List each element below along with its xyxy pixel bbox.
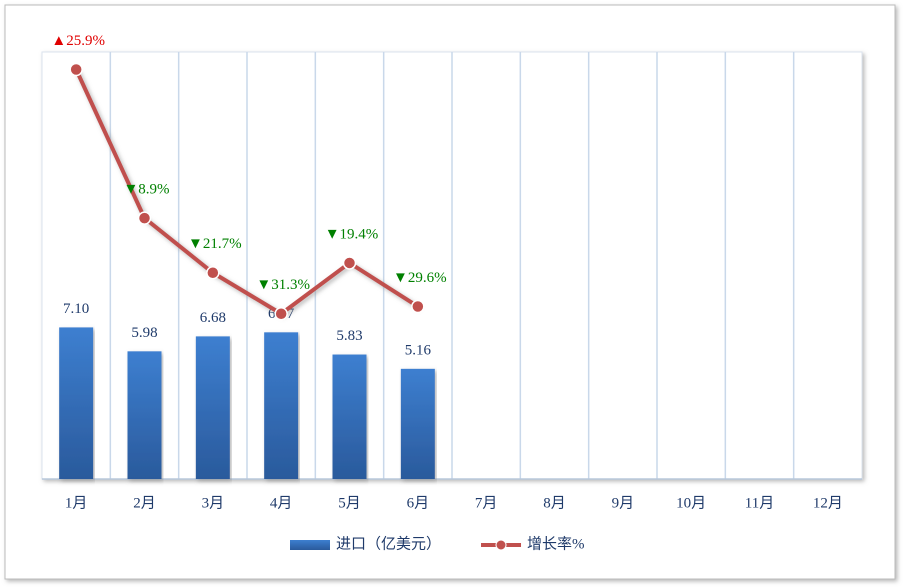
marker: [342, 256, 357, 270]
x-tick-label: 4月: [270, 495, 293, 511]
x-tick-label: 11月: [745, 495, 774, 511]
x-tick-label: 9月: [612, 495, 635, 511]
marker: [69, 62, 83, 77]
marker: [137, 211, 152, 225]
x-tick-label: 7月: [475, 495, 498, 511]
legend-label: 进口（亿美元）: [336, 535, 441, 552]
growth-label: ▼31.3%: [256, 277, 310, 293]
growth-label: ▼21.7%: [188, 236, 242, 252]
data-label: 5.16: [405, 342, 432, 358]
legend-swatch: [495, 539, 507, 551]
x-tick-label: 3月: [202, 495, 225, 511]
x-tick-label: 12月: [813, 495, 843, 511]
x-tick-label: 10月: [676, 495, 706, 511]
legend-label: 增长率%: [527, 535, 585, 552]
x-tick-label: 2月: [133, 495, 156, 511]
growth-label: ▼19.4%: [325, 226, 379, 242]
bar: [332, 354, 367, 479]
marker: [411, 299, 425, 314]
x-tick-label: 1月: [65, 495, 88, 511]
marker: [206, 266, 220, 280]
data-label: 7.10: [63, 301, 89, 317]
bar: [127, 351, 162, 479]
growth-label: ▼29.6%: [393, 270, 447, 286]
marker: [274, 307, 288, 321]
growth-label: ▼8.9%: [123, 182, 169, 198]
data-label: 5.98: [131, 325, 157, 341]
bar: [59, 327, 94, 479]
x-tick-label: 6月: [407, 495, 430, 511]
data-label: 6.68: [200, 310, 226, 326]
line: [74, 68, 419, 316]
bar: [195, 336, 230, 479]
data-label: 5.83: [336, 328, 362, 344]
bar: [400, 368, 435, 479]
growth-label: ▲25.9%: [51, 33, 105, 49]
legend-swatch: [290, 540, 330, 550]
x-tick-label: 5月: [338, 495, 361, 511]
x-tick-label: 8月: [543, 495, 566, 511]
bar: [264, 332, 299, 479]
